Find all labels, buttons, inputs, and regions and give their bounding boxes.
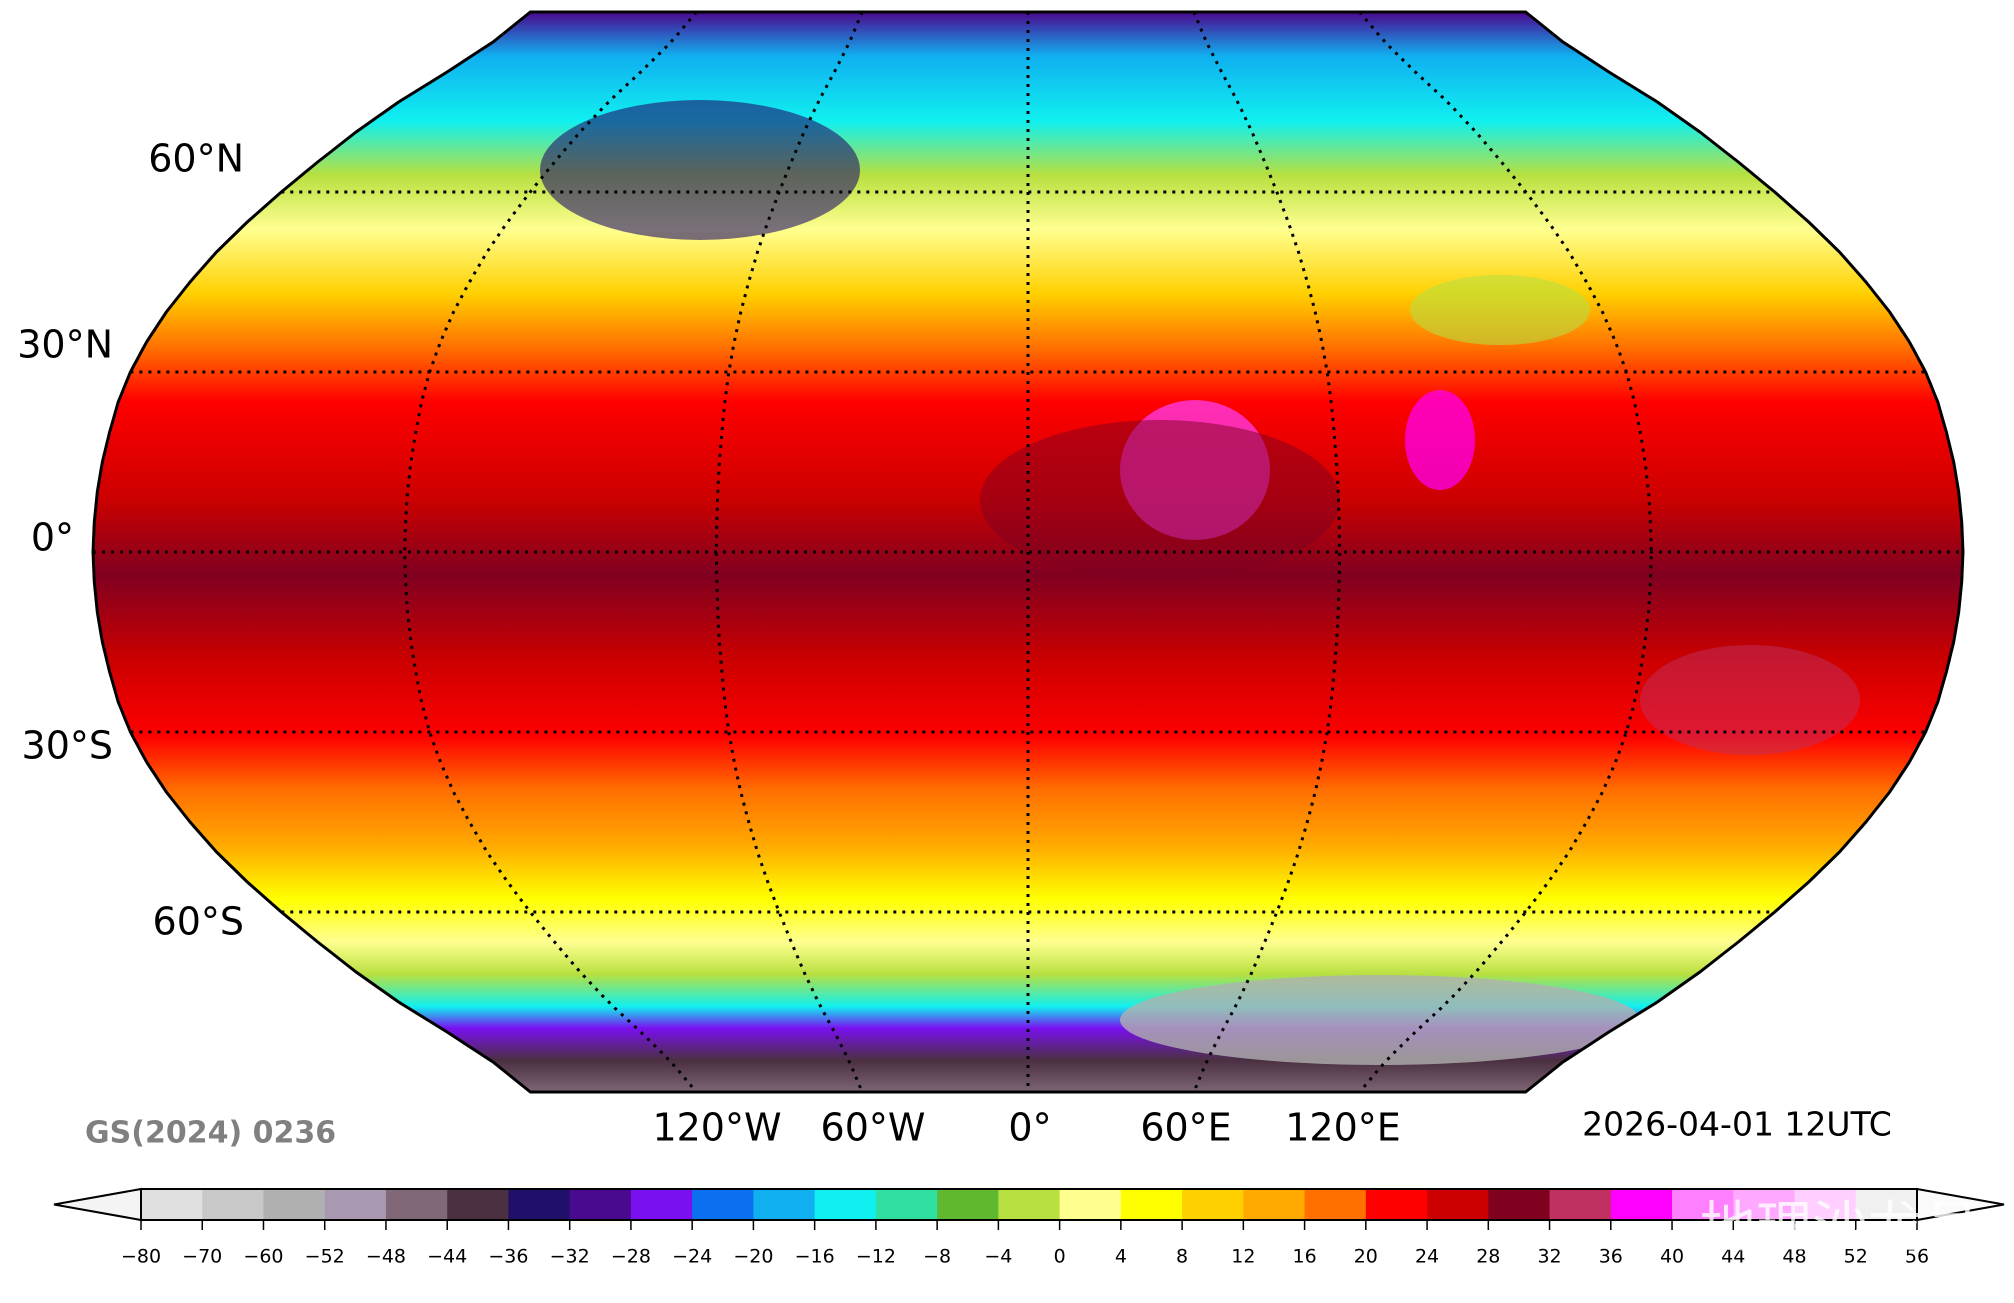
colorbar-tick-label: 4 (1115, 1246, 1127, 1268)
colorbar-tick-label: −44 (427, 1246, 467, 1268)
colorbar-bin (875, 1189, 938, 1220)
lat-label: 0° (31, 516, 74, 560)
colorbar-under (53, 1187, 142, 1222)
meridian (1192, 11, 1342, 1093)
colorbar-bin (1794, 1189, 1857, 1220)
colorbar-bin (1182, 1189, 1244, 1220)
lon-label: 0° (1008, 1106, 1051, 1150)
colorbar-bin (1672, 1189, 1734, 1220)
colorbar-tick-label: 12 (1231, 1246, 1255, 1268)
colorbar-tick-label: 44 (1721, 1246, 1745, 1268)
colorbar-tick-label: 24 (1415, 1246, 1439, 1268)
colorbar-tick-label: 56 (1905, 1246, 1929, 1268)
colorbar-tick-label: −52 (305, 1246, 345, 1268)
colorbar-tick-label: −36 (488, 1246, 528, 1268)
colorbar-frame (140, 1188, 1918, 1221)
colorbar-tick-label: −32 (550, 1246, 590, 1268)
colorbar-bin (1733, 1189, 1796, 1220)
colorbar-bin (753, 1189, 816, 1220)
meridian (714, 11, 864, 1093)
colorbar-bin (1243, 1189, 1306, 1220)
colorbar-bin (998, 1189, 1061, 1220)
colorbar-bin (447, 1189, 509, 1220)
colorbar-bin (1304, 1189, 1367, 1220)
colorbar-bin (263, 1189, 326, 1220)
colorbar-bin (141, 1189, 203, 1220)
colorbar-tick-label: 48 (1782, 1246, 1806, 1268)
colorbar-tick-label: −60 (243, 1246, 283, 1268)
colorbar-tick-label: 8 (1176, 1246, 1188, 1268)
colorbar-bin (508, 1189, 571, 1220)
colorbar-bin (1059, 1189, 1122, 1220)
colorbar-bin (202, 1189, 264, 1220)
colorbar-tick-label: −16 (795, 1246, 835, 1268)
map-source: GS(2024) 0236 (85, 1116, 336, 1151)
colorbar-tick-label: 20 (1354, 1246, 1378, 1268)
colorbar-tick-label: −20 (733, 1246, 773, 1268)
lon-label: 60°E (1140, 1106, 1231, 1150)
watermark: 地理沙龙号 (1700, 1196, 1980, 1261)
lat-label: 60°N (148, 137, 244, 181)
colorbar-bin (385, 1189, 448, 1220)
colorbar: −80 −70 −60 −52 −48 −44 −36 −32 −28 −24 −20 −16 −12−… (53, 1187, 2005, 1268)
lon-label: 120°W (652, 1106, 781, 1150)
colorbar-bin (324, 1189, 387, 1220)
lon-label: 120°E (1285, 1106, 1401, 1150)
colorbar-bin (1488, 1189, 1551, 1220)
colorbar-tick-label: 32 (1537, 1246, 1561, 1268)
colorbar-tick-label: −4 (984, 1246, 1012, 1268)
colorbar-tick-label: −12 (856, 1246, 896, 1268)
graticule (93, 11, 1963, 1093)
lat-label: 60°S (153, 900, 244, 944)
colorbar-bin (1427, 1189, 1489, 1220)
colorbar-bin (937, 1189, 999, 1220)
colorbar-bin (630, 1189, 693, 1220)
meridian (403, 11, 698, 1093)
colorbar-bin (692, 1189, 754, 1220)
colorbar-tick-label: 52 (1844, 1246, 1868, 1268)
lon-label: 60°W (821, 1106, 926, 1150)
colorbar-tick-label: 0 (1054, 1246, 1066, 1268)
colorbar-bin (1365, 1189, 1428, 1220)
colorbar-tick-label: 28 (1476, 1246, 1500, 1268)
lat-label: 30°N (17, 323, 113, 367)
colorbar-tick-label: 36 (1599, 1246, 1623, 1268)
colorbar-tick-label: −70 (182, 1246, 222, 1268)
colorbar-bin (1855, 1189, 1918, 1220)
colorbar-tick-label: 40 (1660, 1246, 1684, 1268)
colorbar-tick-label: −48 (366, 1246, 406, 1268)
colorbar-bin (814, 1189, 877, 1220)
map-outline (91, 10, 1965, 1094)
colorbar-bin (569, 1189, 632, 1220)
colorbar-tick-label: −24 (672, 1246, 712, 1268)
timestamp: 2026-04-01 12UTC (1582, 1105, 1892, 1144)
colorbar-bin (1120, 1189, 1183, 1220)
meridian (1358, 11, 1653, 1093)
colorbar-tick-label: −80 (121, 1246, 161, 1268)
colorbar-tick-label: −8 (923, 1246, 951, 1268)
colorbar-tick-label: −28 (611, 1246, 651, 1268)
colorbar-bin (1610, 1189, 1673, 1220)
colorbar-bin (1549, 1189, 1612, 1220)
colorbar-tick-label: 16 (1292, 1246, 1316, 1268)
lat-label: 30°S (22, 724, 113, 768)
